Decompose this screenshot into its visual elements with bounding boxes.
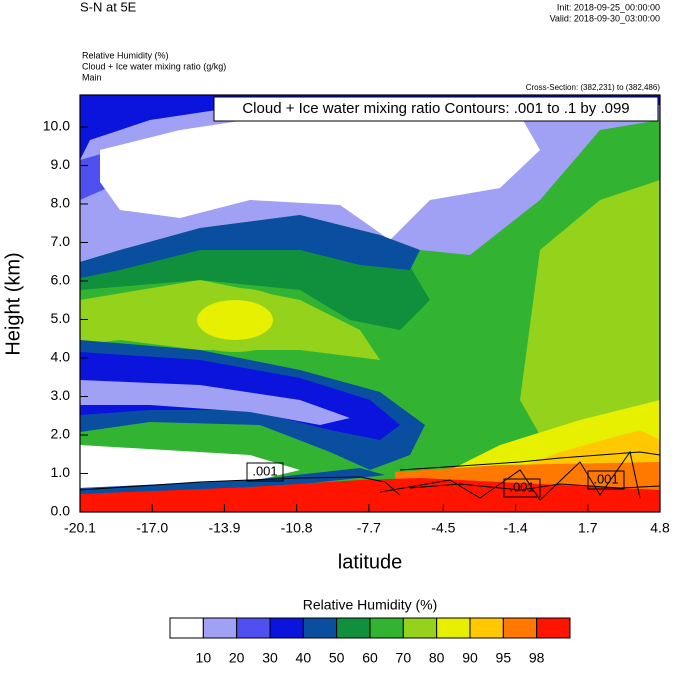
colorbar-box <box>236 617 271 639</box>
colorbar-box <box>169 617 204 639</box>
x-tick-label: -7.7 <box>357 520 381 536</box>
valid-time: Valid: 2018-09-30_03:00:00 <box>550 13 660 23</box>
colorbar-title: Relative Humidity (%) <box>303 597 438 613</box>
colorbar-box <box>269 617 304 639</box>
y-tick-label: 6.0 <box>51 272 71 288</box>
y-tick-label: 2.0 <box>51 426 71 442</box>
contour-label-box <box>503 478 541 498</box>
field-name: Main <box>82 72 102 82</box>
x-tick-label: -20.1 <box>64 520 96 536</box>
field-name: Cloud + Ice water mixing ratio (g/kg) <box>82 61 226 71</box>
rh-field <box>80 95 660 512</box>
y-tick-label: 3.0 <box>51 387 71 403</box>
y-tick-label: 0.0 <box>51 503 71 519</box>
y-tick-label: 4.0 <box>51 349 71 365</box>
rh-region <box>80 468 385 495</box>
y-tick-label: 10.0 <box>43 118 70 134</box>
rh-region <box>197 300 273 340</box>
rh-region <box>80 380 350 425</box>
x-tick-label: 1.7 <box>578 520 598 536</box>
colorbar-box <box>502 617 538 639</box>
colorbar-label: 10 <box>196 650 212 666</box>
x-tick-label: 4.8 <box>650 520 670 536</box>
colorbar-label: 30 <box>262 650 278 666</box>
plot-frame <box>79 94 661 513</box>
contour-label: .001 <box>593 471 618 486</box>
contour-note: Cloud + Ice water mixing ratio Contours:… <box>242 100 629 117</box>
y-axis-label: Height (km) <box>2 252 24 355</box>
colorbar-label: 20 <box>229 650 245 666</box>
contour-label: .001 <box>252 463 277 478</box>
colorbar-label: 40 <box>296 650 312 666</box>
y-tick-label: 9.0 <box>51 156 71 172</box>
colorbar-box <box>402 617 438 639</box>
cloud-contour <box>80 476 401 496</box>
colorbar-label: 95 <box>496 650 512 666</box>
x-tick-label: -10.8 <box>281 520 313 536</box>
colorbar-box <box>536 617 571 639</box>
x-tick-label: -4.5 <box>431 520 455 536</box>
colorbar-label: 90 <box>462 650 478 666</box>
cloud-contour <box>379 450 641 501</box>
x-tick-label: -1.4 <box>504 520 528 536</box>
rh-region <box>80 478 660 512</box>
colorbar-label: 50 <box>329 650 345 666</box>
colorbar-box <box>469 617 504 639</box>
x-axis-label: latitude <box>338 551 403 573</box>
rh-region <box>100 105 540 240</box>
contour-label-box <box>587 470 625 490</box>
colorbar-box <box>336 617 371 639</box>
colorbar-label: 60 <box>362 650 378 666</box>
colorbar-box <box>369 617 404 639</box>
x-tick-label: -17.0 <box>136 520 168 536</box>
y-tick-label: 8.0 <box>51 195 71 211</box>
contour-label: .001 <box>509 479 534 494</box>
contour-note-box <box>213 96 659 122</box>
cloud-contour <box>399 451 660 471</box>
chart-title: S-N at 5E <box>80 0 137 14</box>
x-tick-label: -13.9 <box>208 520 240 536</box>
rh-region <box>520 180 660 480</box>
y-tick-label: 7.0 <box>51 233 71 249</box>
colorbar-label: 80 <box>429 650 445 666</box>
y-tick-label: 5.0 <box>51 310 71 326</box>
colorbar-label: 70 <box>396 650 412 666</box>
field <box>80 95 660 512</box>
colorbar-label: 98 <box>529 650 545 666</box>
colorbar-box <box>202 617 238 639</box>
field-name: Relative Humidity (%) <box>82 50 169 60</box>
colorbar-box <box>302 617 338 639</box>
init-time: Init: 2018-09-25_00:00:00 <box>557 2 660 12</box>
contour-label-box <box>246 462 284 482</box>
cross-section: Cross-Section: (382,231) to (382,486) <box>526 83 661 92</box>
rh-region <box>80 215 420 278</box>
rh-region <box>80 445 300 488</box>
y-tick-label: 1.0 <box>51 464 71 480</box>
colorbar-box <box>436 617 471 639</box>
